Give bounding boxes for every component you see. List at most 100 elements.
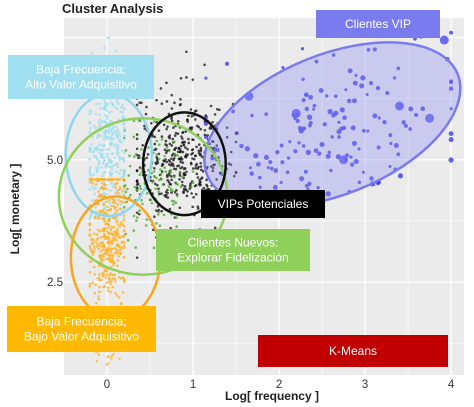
- data-point-green: [158, 178, 161, 182]
- data-point-orange: [118, 357, 121, 361]
- data-point-orange: [88, 222, 92, 226]
- data-point-black: [211, 169, 215, 173]
- data-point-orange: [103, 183, 106, 187]
- data-point-black: [167, 159, 171, 162]
- data-point-black: [218, 171, 222, 175]
- data-point-lightblue: [105, 152, 109, 156]
- data-point-blue: [301, 126, 307, 131]
- data-point-orange: [96, 243, 99, 247]
- data-point-orange: [93, 273, 97, 276]
- data-point-lightblue: [98, 143, 101, 147]
- data-point-green: [173, 140, 176, 144]
- data-point-lightblue: [105, 135, 108, 139]
- data-point-black: [135, 256, 139, 259]
- y-tick-label: 5.0: [47, 155, 63, 167]
- data-point-blue: [264, 112, 269, 116]
- data-point-green: [146, 168, 150, 172]
- data-point-lightblue: [118, 139, 121, 143]
- annotation-box: [316, 10, 440, 38]
- data-point-blue: [329, 168, 333, 173]
- data-point-lightblue: [98, 113, 102, 117]
- data-point-lightblue: [122, 169, 126, 172]
- data-point-lightblue: [109, 143, 113, 146]
- data-point-black: [196, 207, 200, 210]
- data-point-blue: [303, 169, 308, 174]
- data-point-orange: [116, 203, 120, 206]
- data-point-orange: [103, 233, 106, 237]
- data-point-orange: [114, 202, 117, 205]
- y-axis-label: Log[ monetary ]: [8, 164, 22, 255]
- data-point-black: [183, 167, 187, 170]
- data-point-lightblue: [88, 130, 92, 134]
- data-point-black: [190, 115, 194, 118]
- data-point-lightblue: [103, 207, 107, 211]
- data-point-black: [187, 141, 191, 145]
- data-point-blue: [366, 47, 371, 52]
- data-point-green: [167, 149, 171, 152]
- data-point-black: [157, 129, 161, 132]
- data-point-orange: [105, 200, 108, 204]
- data-point-orange: [117, 275, 121, 279]
- data-point-orange: [122, 244, 126, 248]
- data-point-lightblue: [88, 170, 92, 174]
- data-point-blue: [408, 106, 414, 112]
- data-point-lightblue: [122, 126, 126, 130]
- data-point-black: [168, 142, 172, 146]
- data-point-lightblue: [109, 136, 113, 140]
- data-point-lightblue: [122, 159, 126, 163]
- data-point-black: [208, 127, 212, 130]
- data-point-lightblue: [98, 124, 102, 127]
- data-point-green: [157, 157, 161, 161]
- data-point-black: [170, 175, 173, 178]
- data-point-blue: [269, 166, 274, 171]
- data-point-blue: [366, 129, 370, 133]
- data-point-lightblue: [102, 192, 106, 195]
- data-point-green: [157, 213, 160, 216]
- data-point-lightblue: [118, 158, 121, 161]
- data-point-black: [197, 143, 201, 146]
- data-point-orange: [109, 208, 113, 211]
- data-point-green: [126, 238, 130, 242]
- data-point-orange: [117, 198, 120, 202]
- data-point-black: [193, 184, 197, 188]
- data-point-green: [176, 154, 180, 157]
- data-point-lightblue: [110, 168, 114, 171]
- data-point-orange: [94, 283, 97, 286]
- data-point-black: [174, 167, 178, 171]
- data-point-black: [211, 166, 215, 170]
- data-point-green: [129, 193, 132, 197]
- data-point-orange: [94, 216, 97, 220]
- data-point-black: [209, 165, 213, 168]
- data-point-black: [153, 182, 157, 186]
- data-point-orange: [112, 225, 116, 229]
- data-point-blue: [325, 153, 331, 159]
- data-point-lightblue: [119, 203, 123, 206]
- data-point-blue: [352, 80, 358, 86]
- data-point-black: [165, 127, 168, 131]
- data-point-green: [158, 224, 162, 228]
- data-point-lightblue: [114, 49, 117, 53]
- data-point-orange: [92, 250, 96, 254]
- data-point-orange: [113, 280, 117, 283]
- data-point-blue: [256, 161, 261, 167]
- data-point-blue: [239, 143, 244, 149]
- data-point-blue: [279, 180, 283, 185]
- data-point-orange: [95, 302, 98, 305]
- data-point-blue: [293, 148, 298, 154]
- data-point-black: [184, 146, 187, 149]
- data-point-orange: [102, 285, 106, 289]
- data-point-green: [148, 198, 152, 201]
- data-point-orange: [97, 295, 100, 298]
- data-point-blue: [368, 81, 374, 86]
- data-point-lightblue: [113, 129, 117, 133]
- data-point-lightblue: [88, 158, 92, 161]
- data-point-green: [190, 185, 193, 189]
- data-point-orange: [119, 207, 122, 210]
- data-point-orange: [119, 252, 122, 256]
- data-point-black: [150, 121, 153, 125]
- data-point-lightblue: [94, 187, 97, 190]
- data-point-green: [169, 171, 172, 174]
- data-point-blue: [301, 97, 306, 103]
- data-point-black: [173, 134, 177, 137]
- data-point-black: [203, 63, 206, 67]
